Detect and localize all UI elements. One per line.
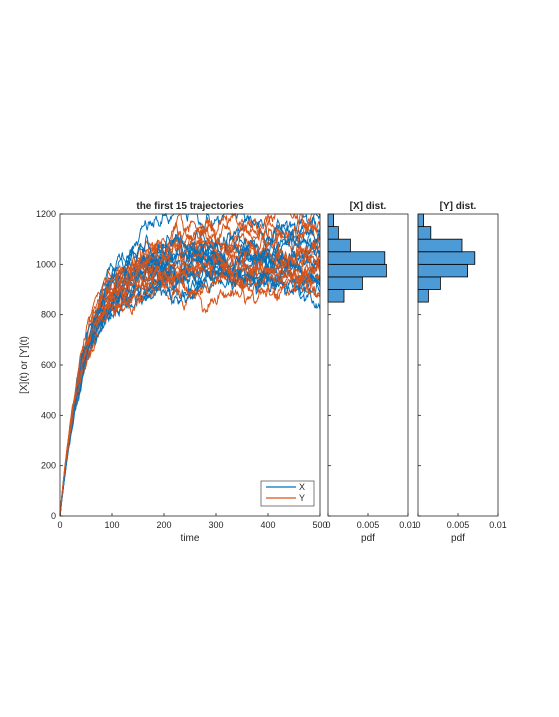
y-hist-tick-label: 0.01 bbox=[489, 520, 507, 530]
x-hist-bar bbox=[327, 238, 351, 253]
legend-y-label: Y bbox=[299, 493, 305, 503]
x-trajectory-line bbox=[59, 217, 321, 517]
main-y-ticks: 0 200 400 600 800 1000 1200 bbox=[36, 209, 63, 521]
y-hist-tick-label: 0 bbox=[415, 520, 420, 530]
y-hist-tick-label: 0.005 bbox=[447, 520, 470, 530]
x-hist-bar bbox=[327, 226, 339, 240]
x-hist-bar bbox=[327, 213, 334, 227]
x-hist-tick-label: 0 bbox=[325, 520, 330, 530]
main-x-ticks: 0 100 200 300 400 500 bbox=[57, 513, 328, 530]
x-hist-bar bbox=[327, 289, 345, 303]
y-hist-bar bbox=[417, 251, 476, 265]
trajectory-lines bbox=[59, 212, 321, 517]
main-x-tick-label: 100 bbox=[104, 520, 119, 530]
x-hist-bar bbox=[327, 251, 386, 265]
x-hist-bars bbox=[327, 213, 387, 303]
y-hist-bar bbox=[417, 263, 468, 278]
x-hist-x-label: pdf bbox=[361, 533, 375, 544]
y-hist-bar bbox=[417, 276, 441, 290]
y-hist-x-label: pdf bbox=[451, 533, 465, 544]
main-title: the first 15 trajectories bbox=[136, 201, 244, 212]
x-hist-title: [X] dist. bbox=[350, 201, 387, 212]
y-distribution-plot: [Y] dist. 0 0.005 0.01 pdf bbox=[415, 201, 506, 544]
y-hist-title: [Y] dist. bbox=[440, 201, 477, 212]
x-trajectory-line bbox=[59, 251, 321, 517]
y-hist-ticks: 0 0.005 0.01 bbox=[415, 213, 507, 530]
y-hist-bars bbox=[417, 213, 476, 303]
y-trajectory-line bbox=[59, 238, 321, 516]
main-y-tick-label: 0 bbox=[51, 511, 56, 521]
x-hist-ticks: 0 0.005 0.01 bbox=[325, 213, 417, 530]
main-x-tick-label: 500 bbox=[312, 520, 327, 530]
x-hist-bar bbox=[327, 263, 387, 278]
main-y-tick-label: 200 bbox=[41, 461, 56, 471]
x-hist-tick-label: 0.005 bbox=[357, 520, 380, 530]
x-distribution-plot: [X] dist. 0 0.005 0.01 pdf bbox=[325, 201, 416, 544]
x-hist-tick-label: 0.01 bbox=[399, 520, 417, 530]
y-hist-bar bbox=[417, 238, 463, 253]
main-x-tick-label: 0 bbox=[57, 520, 62, 530]
x-trajectory-line bbox=[59, 267, 321, 517]
legend: X Y bbox=[260, 480, 315, 507]
main-y-tick-label: 1000 bbox=[36, 259, 56, 269]
main-x-tick-label: 300 bbox=[208, 520, 223, 530]
legend-box bbox=[260, 480, 315, 507]
main-y-tick-label: 1200 bbox=[36, 209, 56, 219]
main-y-tick-label: 600 bbox=[41, 360, 56, 370]
y-hist-bar bbox=[417, 213, 424, 227]
y-hist-bar bbox=[417, 289, 429, 303]
main-y-tick-label: 800 bbox=[41, 310, 56, 320]
main-y-label: [X](t) or [Y](t) bbox=[19, 336, 30, 394]
main-x-tick-label: 200 bbox=[156, 520, 171, 530]
main-x-label: time bbox=[181, 533, 200, 544]
y-trajectory-line bbox=[59, 262, 321, 517]
trajectory-plot: the first 15 trajectories 0 100 200 300 400 5… bbox=[19, 201, 328, 544]
main-x-tick-label: 400 bbox=[260, 520, 275, 530]
x-hist-bar bbox=[327, 276, 363, 290]
main-y-tick-label: 400 bbox=[41, 410, 56, 420]
legend-x-label: X bbox=[299, 482, 305, 492]
y-hist-bar bbox=[417, 226, 432, 240]
y-trajectory-line bbox=[59, 266, 321, 517]
